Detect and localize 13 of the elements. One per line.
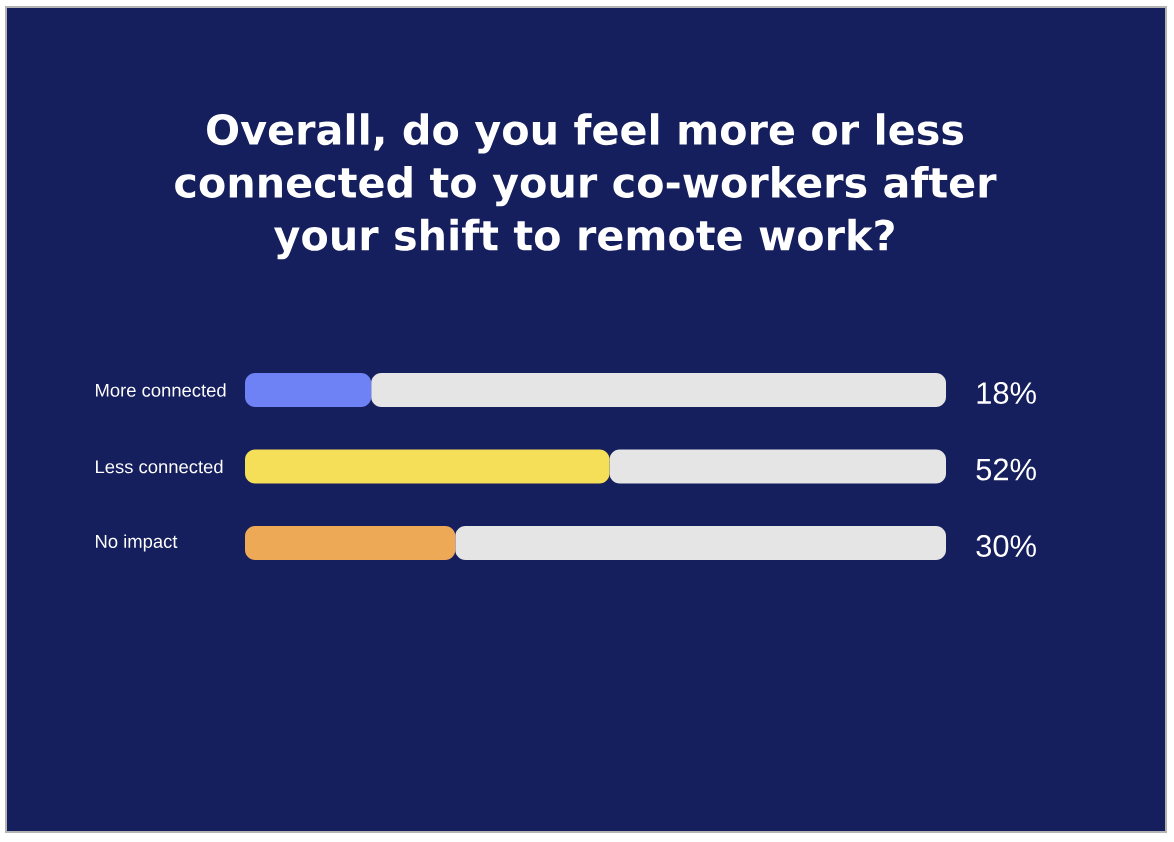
y-tick-label: Less connected	[96, 459, 223, 474]
bar	[245, 449, 610, 484]
chart-title: Overall, do you feel more or less connected to your co-workers after your shift to remote work?	[175, 113, 997, 260]
bar	[371, 373, 947, 407]
data-label: 30%	[976, 535, 1036, 557]
data-label: 52%	[976, 458, 1036, 481]
bar	[609, 449, 947, 484]
bar	[455, 526, 947, 560]
bar	[245, 526, 456, 560]
y-tick-label: No impact	[96, 534, 178, 552]
data-label: 18%	[977, 382, 1036, 404]
bar	[245, 373, 372, 407]
y-tick-label: More connected	[96, 383, 226, 397]
